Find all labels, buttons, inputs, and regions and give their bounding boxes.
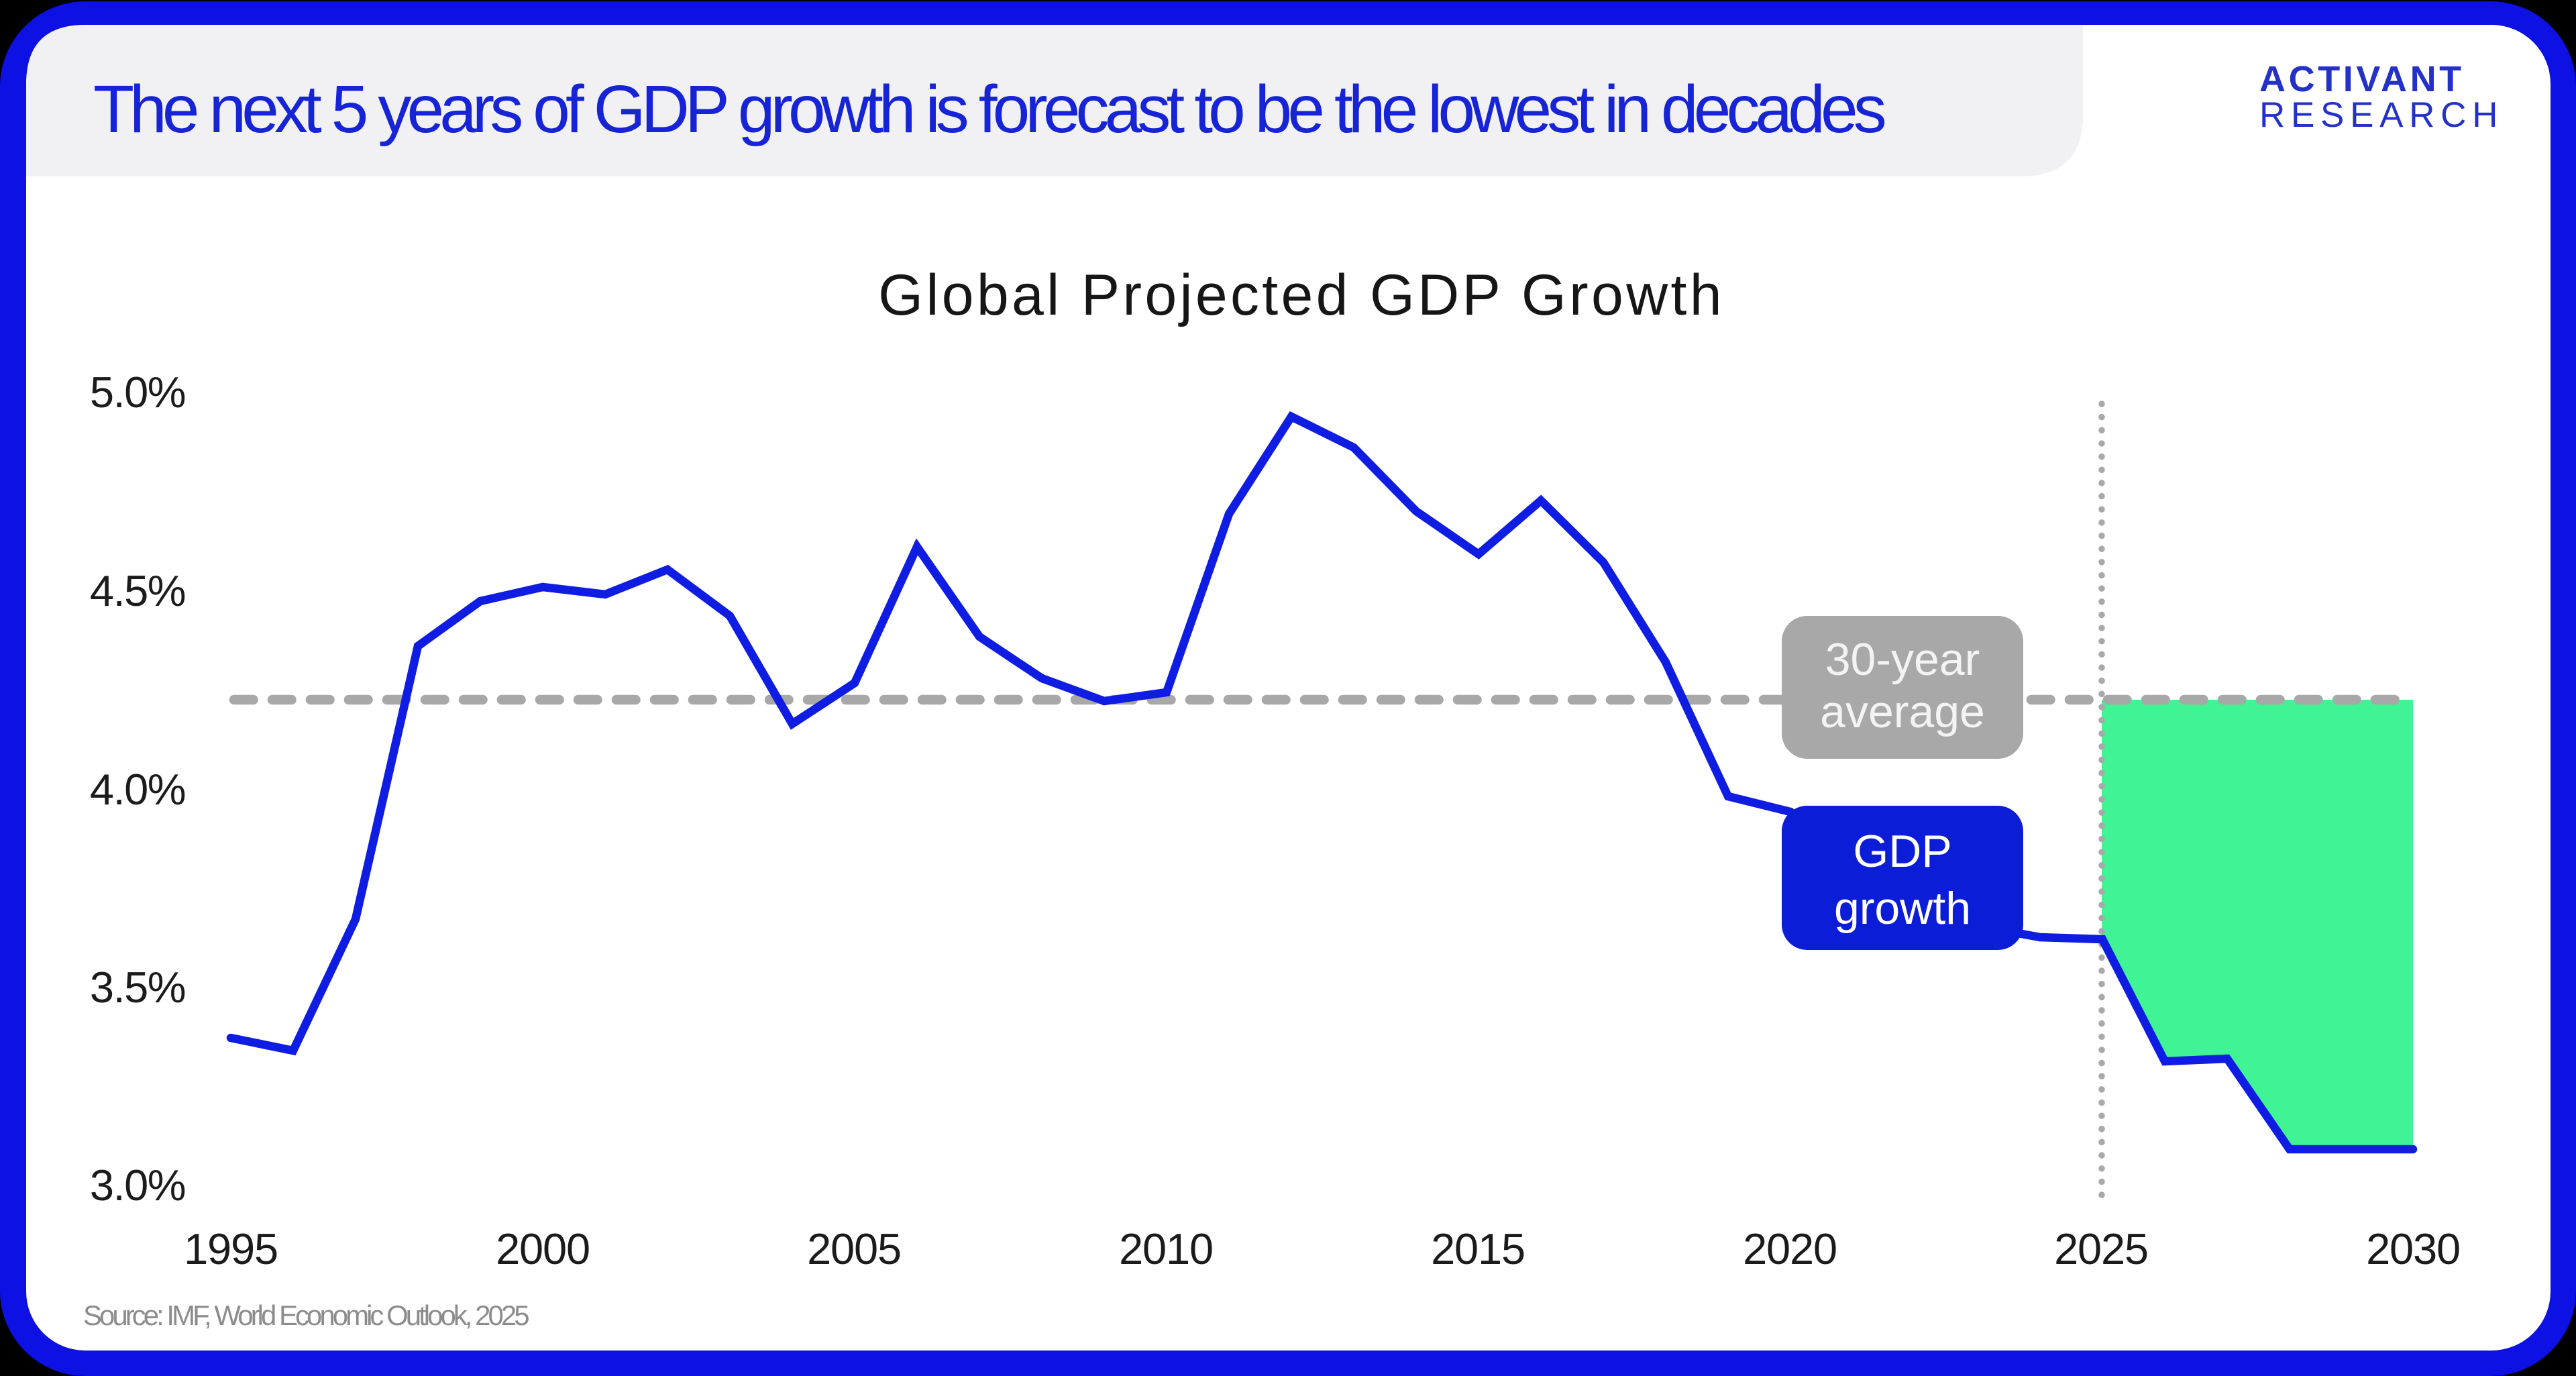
svg-text:ACTIVANT: ACTIVANT — [2259, 59, 2465, 99]
svg-text:average: average — [1820, 686, 1985, 737]
svg-text:GDP: GDP — [1853, 826, 1951, 877]
svg-text:2025: 2025 — [2054, 1224, 2148, 1273]
svg-text:2020: 2020 — [1743, 1224, 1837, 1273]
svg-text:Source: IMF, World Economic Ou: Source: IMF, World Economic Outlook, 202… — [83, 1300, 529, 1331]
svg-text:The next 5 years of GDP growth: The next 5 years of GDP growth is foreca… — [93, 72, 1885, 147]
svg-text:2015: 2015 — [1431, 1224, 1525, 1273]
svg-text:5.0%: 5.0% — [90, 368, 185, 417]
svg-text:3.0%: 3.0% — [90, 1161, 185, 1210]
svg-text:RESEARCH: RESEARCH — [2259, 95, 2504, 135]
svg-text:2000: 2000 — [496, 1224, 590, 1273]
svg-text:3.5%: 3.5% — [90, 963, 185, 1012]
svg-text:2030: 2030 — [2366, 1224, 2460, 1273]
svg-text:30-year: 30-year — [1825, 634, 1980, 685]
svg-text:1995: 1995 — [184, 1224, 278, 1273]
svg-text:4.0%: 4.0% — [90, 765, 185, 814]
svg-text:growth: growth — [1834, 883, 1971, 934]
svg-text:4.5%: 4.5% — [90, 566, 185, 615]
svg-text:Global Projected GDP Growth: Global Projected GDP Growth — [878, 263, 1725, 327]
svg-text:2010: 2010 — [1119, 1224, 1213, 1273]
svg-text:2005: 2005 — [807, 1224, 901, 1273]
